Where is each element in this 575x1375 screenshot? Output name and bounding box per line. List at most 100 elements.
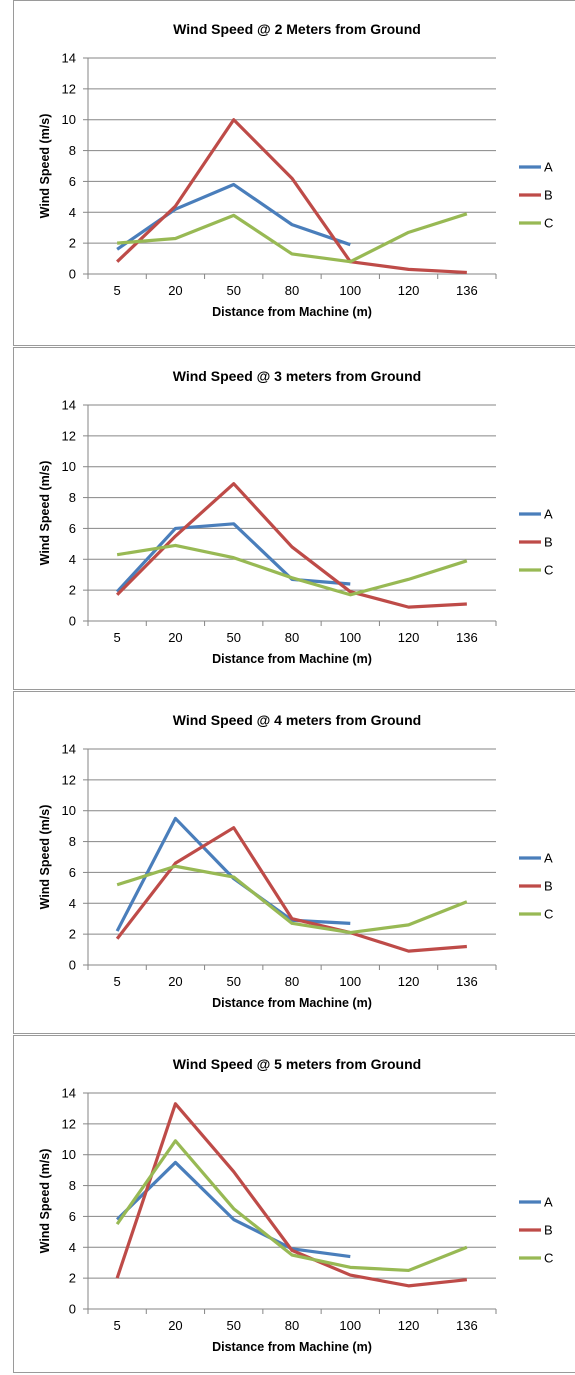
legend-label-b: B (544, 535, 553, 550)
x-tick-label: 120 (398, 283, 420, 298)
x-axis-title: Distance from Machine (m) (212, 652, 372, 666)
y-tick-label: 6 (69, 1209, 76, 1224)
x-tick-label: 136 (456, 974, 478, 989)
y-axis-title: Wind Speed (m/s) (38, 114, 52, 219)
x-tick-label: 80 (285, 974, 299, 989)
y-tick-label: 0 (69, 614, 76, 629)
y-tick-label: 10 (62, 1147, 76, 1162)
x-tick-label: 136 (456, 283, 478, 298)
y-tick-label: 10 (62, 112, 76, 127)
x-tick-label: 100 (339, 974, 361, 989)
x-axis-title: Distance from Machine (m) (212, 305, 372, 319)
x-tick-label: 50 (226, 283, 240, 298)
y-tick-label: 0 (69, 958, 76, 973)
legend-label-c: C (544, 563, 553, 578)
y-tick-label: 14 (62, 51, 76, 66)
series-line-b (115, 826, 467, 953)
y-tick-label: 2 (69, 583, 76, 598)
x-tick-label: 5 (114, 283, 121, 298)
x-tick-label: 20 (168, 974, 182, 989)
y-tick-label: 12 (62, 428, 76, 443)
series-line-c (116, 864, 468, 935)
y-tick-label: 4 (69, 552, 76, 567)
y-tick-label: 8 (69, 143, 76, 158)
legend-label-c: C (544, 216, 553, 231)
x-tick-label: 20 (168, 1318, 182, 1333)
x-tick-label: 50 (226, 1318, 240, 1333)
series-line-c (116, 543, 468, 597)
legend-label-b: B (544, 188, 553, 203)
x-tick-label: 20 (168, 283, 182, 298)
series-line-b (116, 118, 467, 275)
x-tick-label: 100 (339, 1318, 361, 1333)
legend-label-a: A (544, 507, 553, 522)
y-tick-label: 4 (69, 896, 76, 911)
x-tick-label: 100 (339, 283, 361, 298)
chart-panel: Wind Speed @ 2 Meters from Ground 0 2 4 6 8 10… (13, 0, 575, 346)
y-tick-label: 8 (69, 1178, 76, 1193)
x-tick-label: 80 (285, 630, 299, 645)
x-axis-title: Distance from Machine (m) (212, 1340, 372, 1354)
y-tick-label: 6 (69, 521, 76, 536)
y-tick-label: 6 (69, 174, 76, 189)
x-tick-label: 50 (226, 630, 240, 645)
chart-panel: Wind Speed @ 5 meters from Ground 0 2 4 6 8 10… (13, 1035, 575, 1373)
y-axis-title: Wind Speed (m/s) (38, 461, 52, 566)
y-tick-label: 14 (62, 1086, 76, 1101)
x-tick-label: 80 (285, 283, 299, 298)
legend-label-a: A (544, 851, 553, 866)
y-tick-label: 6 (69, 865, 76, 880)
legend-label-b: B (544, 879, 553, 894)
series-line-c (117, 212, 468, 264)
chart-title: Wind Speed @ 3 meters from Ground (173, 368, 421, 384)
y-tick-label: 12 (62, 1116, 76, 1131)
chart-panel: Wind Speed @ 3 meters from Ground 0 2 4 6 8 10… (13, 347, 575, 690)
x-tick-label: 80 (285, 1318, 299, 1333)
y-tick-label: 0 (69, 267, 76, 282)
y-tick-label: 12 (62, 772, 76, 787)
legend-label-c: C (544, 907, 553, 922)
chart-title: Wind Speed @ 2 Meters from Ground (173, 21, 421, 37)
chart-svg: Wind Speed @ 3 meters from Ground 0 2 4 6 8 10… (38, 368, 553, 666)
x-tick-label: 20 (168, 630, 182, 645)
y-axis-title: Wind Speed (m/s) (38, 1149, 52, 1254)
series-line-c (115, 1139, 468, 1273)
y-tick-label: 2 (69, 927, 76, 942)
legend-label-c: C (544, 1251, 553, 1266)
x-tick-label: 136 (456, 630, 478, 645)
y-tick-label: 10 (62, 803, 76, 818)
legend-label-a: A (544, 160, 553, 175)
x-tick-label: 120 (398, 1318, 420, 1333)
y-tick-label: 8 (69, 490, 76, 505)
y-tick-label: 10 (62, 459, 76, 474)
x-axis-title: Distance from Machine (m) (212, 996, 372, 1010)
y-tick-label: 4 (69, 1240, 76, 1255)
series-line-a (116, 1160, 351, 1259)
chart-title: Wind Speed @ 4 meters from Ground (173, 712, 421, 728)
x-tick-label: 50 (226, 974, 240, 989)
legend-label-b: B (544, 1223, 553, 1238)
series-line-b (116, 482, 467, 609)
chart-svg: Wind Speed @ 2 Meters from Ground 0 2 4 6 8 10… (38, 21, 553, 319)
x-tick-label: 5 (114, 974, 121, 989)
chart-svg: Wind Speed @ 4 meters from Ground 0 2 4 6 8 10… (38, 712, 553, 1010)
y-tick-label: 14 (62, 398, 76, 413)
y-axis-title: Wind Speed (m/s) (38, 805, 52, 910)
y-tick-label: 8 (69, 834, 76, 849)
x-tick-label: 100 (339, 630, 361, 645)
x-tick-label: 120 (398, 974, 420, 989)
y-tick-label: 2 (69, 236, 76, 251)
series-line-b (115, 1102, 468, 1288)
x-tick-label: 5 (114, 630, 121, 645)
x-tick-label: 120 (398, 630, 420, 645)
y-tick-label: 2 (69, 1271, 76, 1286)
y-tick-label: 12 (62, 81, 76, 96)
x-tick-label: 5 (114, 1318, 121, 1333)
y-tick-label: 4 (69, 205, 76, 220)
x-tick-label: 136 (456, 1318, 478, 1333)
y-tick-label: 14 (62, 742, 76, 757)
legend-label-a: A (544, 1195, 553, 1210)
chart-svg: Wind Speed @ 5 meters from Ground 0 2 4 6 8 10… (38, 1056, 553, 1354)
chart-panel: Wind Speed @ 4 meters from Ground 0 2 4 6 8 10… (13, 691, 575, 1034)
